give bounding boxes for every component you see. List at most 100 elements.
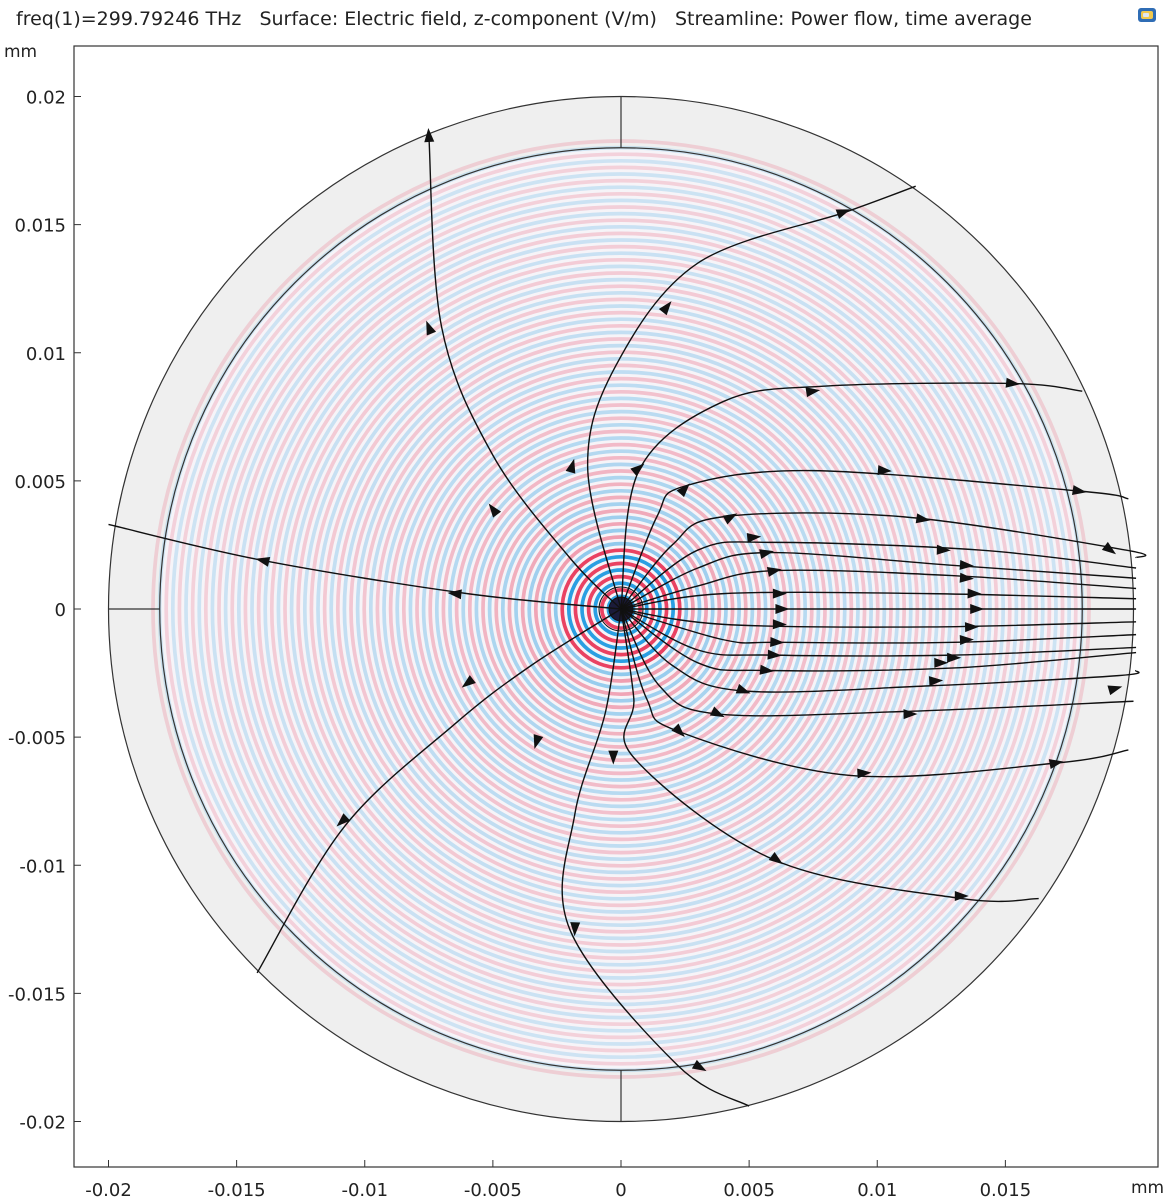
streamline-arrow bbox=[488, 503, 502, 518]
streamline-arrow bbox=[1005, 377, 1021, 388]
streamline-s17 bbox=[620, 608, 1129, 779]
streamline-s1 bbox=[424, 127, 622, 610]
streamline-arrow bbox=[954, 891, 969, 901]
streamline-arrow bbox=[735, 683, 751, 694]
streamline-s4 bbox=[620, 465, 1129, 610]
streamline-path bbox=[620, 591, 1137, 610]
streamline-path bbox=[620, 608, 1137, 644]
y-axis-unit: mm bbox=[4, 42, 38, 62]
streamline-path bbox=[108, 523, 622, 610]
streamline-arrow bbox=[424, 127, 435, 143]
y-tick-label: -0.02 bbox=[19, 1113, 66, 1134]
streamline-arrow bbox=[759, 664, 775, 675]
streamline-arrow bbox=[608, 750, 619, 765]
streamline-arrow bbox=[676, 483, 690, 498]
streamline-s7 bbox=[620, 549, 1137, 610]
streamline-arrow bbox=[959, 635, 974, 646]
streamline-arrow bbox=[1071, 485, 1087, 495]
streamline-arrow bbox=[1101, 541, 1117, 555]
streamline-arrow bbox=[255, 557, 271, 567]
streamline-arrow bbox=[447, 589, 462, 600]
streamline-arrow bbox=[722, 513, 738, 525]
x-axis-unit: mm bbox=[1131, 1178, 1165, 1198]
streamline-arrow bbox=[691, 1059, 707, 1072]
streamline-arrow bbox=[565, 458, 576, 474]
streamline-arrow bbox=[915, 513, 931, 524]
streamline-arrow bbox=[709, 706, 725, 718]
x-tick-label: 0.005 bbox=[723, 1180, 775, 1200]
streamline-s2 bbox=[565, 185, 916, 610]
streamline-path bbox=[620, 608, 1137, 628]
streamline-arrow bbox=[570, 922, 581, 937]
streamline-arrow bbox=[857, 768, 872, 779]
streamline-arrow bbox=[658, 301, 672, 316]
streamline-arrow bbox=[835, 209, 851, 219]
streamline-path bbox=[561, 608, 750, 1107]
streamline-arrow bbox=[877, 465, 892, 476]
streamline-arrow bbox=[934, 657, 949, 668]
streamline-arrow bbox=[766, 567, 782, 577]
y-tick-label: 0.02 bbox=[26, 88, 66, 109]
streamline-arrow bbox=[772, 619, 787, 630]
streamline-s12 bbox=[620, 608, 1137, 647]
streamline-arrow bbox=[959, 559, 974, 570]
streamline-s20 bbox=[256, 608, 622, 974]
streamline-path bbox=[620, 551, 1137, 610]
x-tick-label: -0.005 bbox=[464, 1180, 522, 1200]
x-tick-label: -0.01 bbox=[341, 1180, 388, 1200]
streamline-arrow bbox=[461, 675, 476, 688]
streamline-arrow bbox=[772, 588, 787, 599]
streamline-path bbox=[620, 541, 1137, 610]
y-tick-label: 0.015 bbox=[14, 216, 66, 237]
streamline-arrow bbox=[928, 676, 944, 687]
streamline-arrow bbox=[767, 649, 782, 660]
streamline-path bbox=[620, 608, 1039, 903]
streamline-s21 bbox=[108, 523, 622, 610]
streamline-path bbox=[428, 134, 622, 610]
streamline-s5 bbox=[620, 512, 1147, 610]
streamline-arrow bbox=[533, 734, 544, 749]
streamline-arrow bbox=[936, 544, 951, 555]
streamline-arrow bbox=[336, 813, 351, 827]
streamline-arrow bbox=[770, 636, 785, 647]
streamline-path bbox=[256, 608, 622, 974]
streamline-path bbox=[620, 512, 1147, 610]
streamline-s3 bbox=[620, 377, 1083, 610]
streamline-path bbox=[620, 608, 1137, 657]
plot-settings-icon[interactable] bbox=[1137, 6, 1157, 24]
plot-settings-icon-graphic bbox=[1138, 8, 1156, 22]
streamline-s13 bbox=[620, 608, 1137, 663]
y-tick-label: 0.01 bbox=[26, 344, 66, 365]
y-tick-label: -0.005 bbox=[8, 728, 66, 749]
y-tick-label: 0.005 bbox=[14, 472, 66, 493]
streamline-arrow bbox=[746, 532, 762, 543]
streamline-arrow bbox=[805, 387, 821, 398]
streamline-arrow bbox=[1048, 759, 1064, 769]
streamline-s9 bbox=[620, 588, 1137, 610]
streamline-s16 bbox=[620, 608, 1134, 720]
streamline-arrow bbox=[959, 572, 974, 583]
plot-title: freq(1)=299.79246 THz Surface: Electric … bbox=[16, 8, 1032, 30]
x-tick-label: 0.01 bbox=[857, 1180, 897, 1200]
streamline-path bbox=[620, 608, 1140, 693]
streamline-arrow bbox=[1107, 685, 1123, 696]
x-tick-label: -0.015 bbox=[208, 1180, 266, 1200]
x-tick-label: 0.015 bbox=[980, 1180, 1032, 1200]
y-tick-label: 0 bbox=[55, 600, 66, 621]
y-tick-label: -0.015 bbox=[8, 984, 66, 1005]
streamline-s6 bbox=[620, 532, 1137, 610]
streamline-s18 bbox=[608, 608, 1039, 903]
streamline-arrow bbox=[775, 604, 790, 614]
streamline-arrow bbox=[967, 588, 982, 599]
streamline-arrow bbox=[964, 622, 980, 633]
streamline-arrow bbox=[947, 652, 962, 663]
x-tick-label: 0 bbox=[615, 1180, 626, 1200]
x-tick-label: -0.02 bbox=[85, 1180, 132, 1200]
streamline-arrow bbox=[759, 549, 774, 559]
streamline-arrow bbox=[426, 320, 437, 336]
streamline-arrow bbox=[630, 463, 645, 477]
streamline-s15 bbox=[620, 608, 1140, 696]
streamline-s14 bbox=[620, 608, 1137, 675]
streamline-s11 bbox=[620, 608, 1137, 633]
